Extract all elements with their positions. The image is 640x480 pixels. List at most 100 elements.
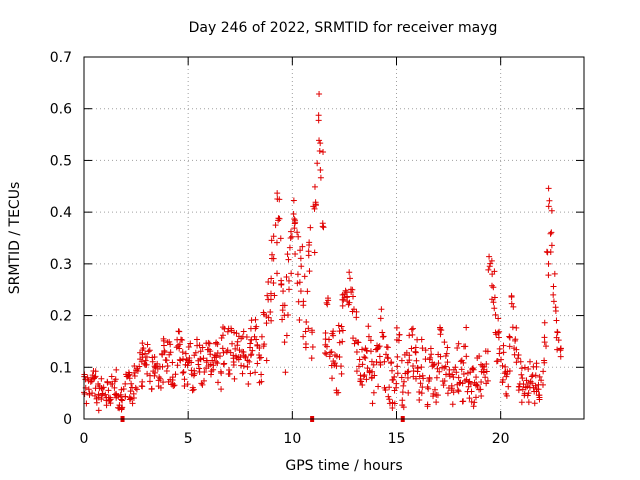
data-point	[281, 339, 288, 346]
data-point	[410, 373, 417, 380]
data-point	[346, 269, 353, 276]
data-point	[248, 336, 255, 343]
data-point	[99, 390, 106, 397]
data-point	[437, 353, 444, 360]
data-point	[552, 304, 559, 311]
data-point	[82, 376, 89, 383]
data-point	[368, 374, 375, 381]
data-point	[160, 342, 167, 349]
data-point	[389, 404, 396, 411]
data-point	[223, 348, 230, 355]
data-point	[157, 375, 164, 382]
data-point	[440, 382, 447, 389]
data-point	[365, 323, 372, 330]
data-point	[424, 384, 431, 390]
x-tick-label: 5	[184, 431, 193, 447]
data-points	[81, 90, 564, 414]
data-point	[503, 392, 510, 399]
data-point	[143, 354, 150, 361]
data-point	[226, 366, 233, 373]
data-point	[329, 375, 336, 382]
data-point	[478, 392, 485, 399]
data-point	[307, 224, 314, 231]
data-point	[518, 365, 525, 372]
data-point	[264, 292, 271, 299]
data-point	[485, 266, 492, 273]
data-point	[258, 371, 265, 378]
data-point	[350, 306, 357, 313]
data-point	[323, 351, 330, 358]
data-point	[548, 229, 555, 236]
data-point	[291, 220, 298, 227]
data-point	[441, 364, 448, 371]
data-point	[90, 375, 97, 382]
data-point	[113, 366, 120, 373]
data-point	[214, 341, 221, 348]
data-point	[119, 404, 126, 411]
data-point	[539, 381, 546, 388]
data-point	[381, 358, 388, 365]
data-point	[458, 366, 465, 373]
data-point	[454, 344, 461, 351]
data-point	[191, 370, 198, 377]
y-tick-label: 0.5	[50, 153, 72, 169]
data-point	[532, 372, 539, 379]
data-point	[460, 359, 467, 366]
data-point	[151, 369, 158, 376]
data-point	[486, 253, 493, 260]
y-tick-label: 0.4	[50, 205, 72, 221]
data-point	[503, 373, 510, 380]
data-point	[361, 354, 368, 361]
data-point	[418, 336, 425, 343]
data-point	[465, 383, 472, 390]
data-point	[367, 337, 374, 344]
data-point	[265, 278, 272, 285]
data-point	[179, 369, 186, 376]
data-point	[316, 148, 323, 155]
data-point	[529, 380, 536, 387]
data-point	[460, 398, 467, 405]
data-point	[177, 357, 184, 364]
data-point	[355, 363, 362, 370]
data-point	[394, 363, 401, 370]
data-point	[300, 298, 307, 305]
data-point	[226, 370, 233, 377]
data-point	[324, 301, 331, 308]
data-point	[478, 378, 485, 385]
data-point	[294, 280, 301, 287]
data-point	[218, 386, 225, 393]
data-point	[261, 341, 268, 348]
data-point	[486, 263, 493, 270]
data-point	[430, 362, 437, 369]
data-point	[244, 363, 251, 370]
data-point	[435, 360, 442, 367]
x-tick-label: 10	[283, 431, 301, 447]
data-point	[197, 356, 204, 363]
data-point	[383, 351, 390, 358]
data-point	[317, 167, 324, 174]
data-point	[373, 359, 380, 366]
data-point	[363, 376, 370, 383]
data-point	[431, 361, 438, 368]
data-point	[320, 149, 327, 156]
data-point	[377, 315, 384, 322]
data-point	[161, 347, 168, 354]
data-point	[450, 389, 457, 396]
data-point	[545, 260, 552, 267]
data-point	[201, 377, 208, 384]
data-point	[143, 361, 150, 368]
data-point	[454, 387, 461, 394]
data-point	[409, 325, 416, 332]
data-point	[480, 369, 487, 376]
data-point	[502, 363, 509, 370]
data-point	[120, 385, 127, 392]
data-point	[416, 396, 423, 403]
data-point	[210, 362, 217, 369]
data-point	[469, 366, 476, 373]
data-point	[353, 368, 360, 375]
data-point	[541, 334, 548, 341]
data-point	[180, 368, 187, 375]
data-point	[99, 385, 106, 392]
data-point	[519, 375, 526, 382]
data-point	[106, 397, 113, 404]
